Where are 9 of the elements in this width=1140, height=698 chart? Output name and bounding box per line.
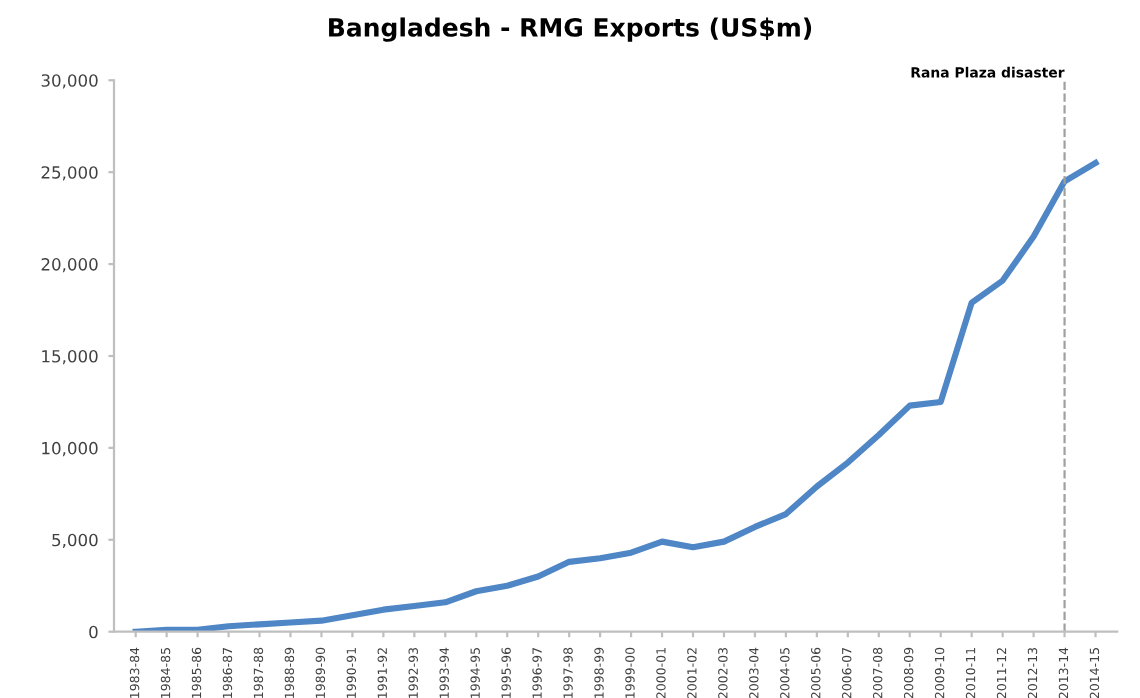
y-tick-label: 0 [89,625,98,639]
y-tick-label: 30,000 [41,74,98,89]
y-tick-label: 20,000 [41,258,98,273]
y-tick-label: 25,000 [41,166,98,181]
chart-title: Bangladesh - RMG Exports (US$m) [329,17,812,42]
line-series [132,159,1099,632]
y-tick-label: 15,000 [42,349,98,365]
y-tick-label: 5,000 [52,533,98,549]
y-tick-label: 10,000 [42,441,98,457]
